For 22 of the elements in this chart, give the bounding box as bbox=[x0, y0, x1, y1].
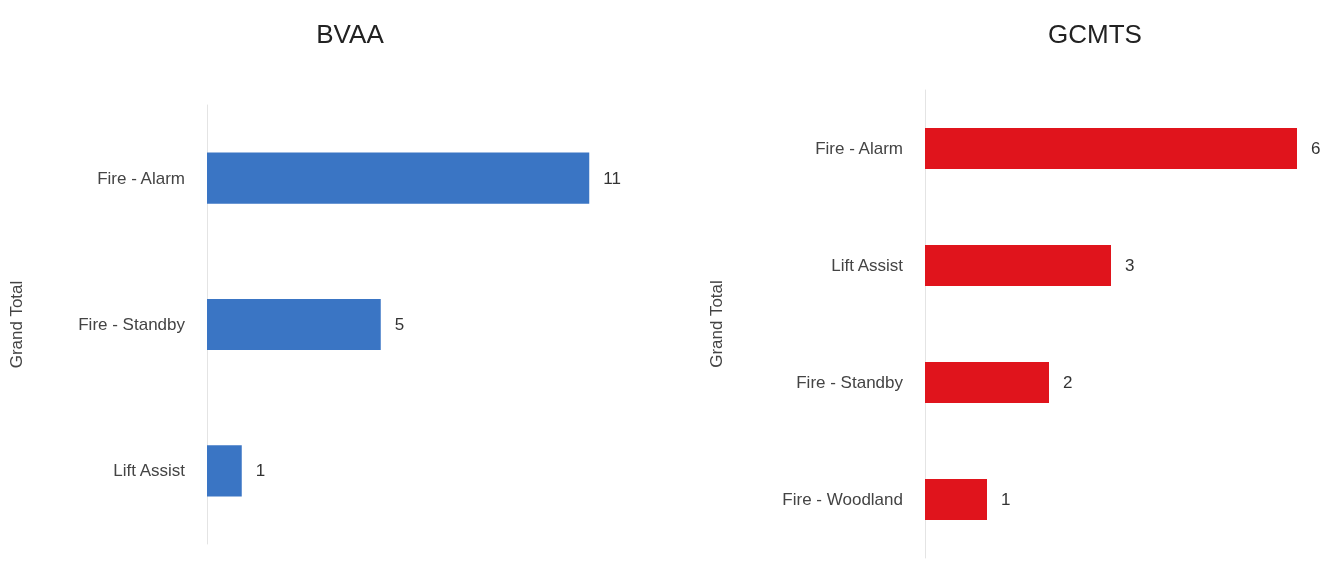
data-label: 5 bbox=[394, 315, 405, 334]
y-tick-label: Lift Assist bbox=[113, 461, 186, 481]
y-tick-label: Fire - Alarm bbox=[97, 168, 185, 188]
data-label: 1 bbox=[255, 461, 266, 481]
bar bbox=[925, 362, 1049, 403]
chart-title: BVAA bbox=[316, 19, 385, 49]
y-tick-label: Fire - Standby bbox=[78, 315, 186, 334]
data-label: 6 bbox=[1311, 139, 1321, 158]
bar bbox=[925, 479, 987, 520]
y-tick-label: Fire - Standby bbox=[796, 373, 904, 392]
y-axis-title: Grand Total bbox=[707, 280, 726, 368]
data-label: 11 bbox=[603, 168, 621, 188]
y-axis-title: Grand Total bbox=[7, 280, 26, 369]
data-label: 1 bbox=[1001, 490, 1011, 509]
data-label: 2 bbox=[1063, 373, 1073, 392]
y-tick-label: Lift Assist bbox=[831, 256, 904, 275]
data-label: 3 bbox=[1125, 256, 1135, 275]
y-tick-label: Fire - Woodland bbox=[782, 490, 903, 509]
chart-title: GCMTS bbox=[1048, 19, 1142, 49]
bar bbox=[925, 128, 1297, 169]
bar bbox=[925, 245, 1111, 286]
y-tick-label: Fire - Alarm bbox=[815, 139, 903, 158]
